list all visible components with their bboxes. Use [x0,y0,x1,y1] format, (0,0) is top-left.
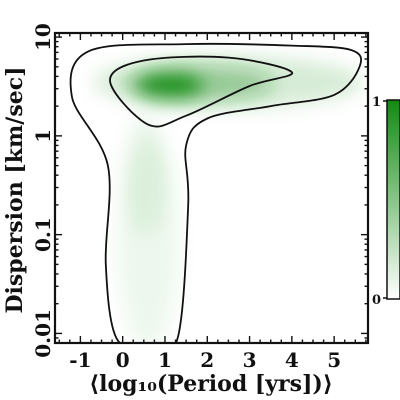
colorbar-gradient [386,99,400,300]
x-tick-label: -1 [69,348,91,372]
colorbar-label-min: 0 [372,293,381,308]
contour-inner [109,55,293,128]
density-peak [135,71,204,100]
density-heatmap [93,56,364,343]
y-tick-label: 10 [31,23,55,51]
x-tick-label: 5 [327,348,341,372]
y-tick-label: 1 [31,129,55,143]
colorbar: 1 0 [372,95,400,308]
plot-frame [53,31,370,345]
y-tick-label: 0.01 [31,309,55,358]
density-stem-core [123,115,168,236]
x-tick-label: 4 [285,348,299,372]
x-tick-label: 0 [116,348,130,372]
x-tick-label: 3 [243,348,257,372]
x-axis-title: ⟨log₁₀(Period [yrs])⟩ [89,371,333,397]
y-tick-labels: 0.01 0.1 1 10 [31,23,55,358]
x-tick-labels: -1 0 1 2 3 4 5 [69,348,341,372]
x-tick-label: 1 [158,348,172,372]
colorbar-label-max: 1 [372,95,381,110]
contour-outer [69,42,362,343]
y-tick-label: 0.1 [31,217,55,252]
density-contours [69,42,362,343]
y-axis-title: Dispersion [km/sec] [2,66,28,313]
x-tick-label: 2 [200,348,214,372]
